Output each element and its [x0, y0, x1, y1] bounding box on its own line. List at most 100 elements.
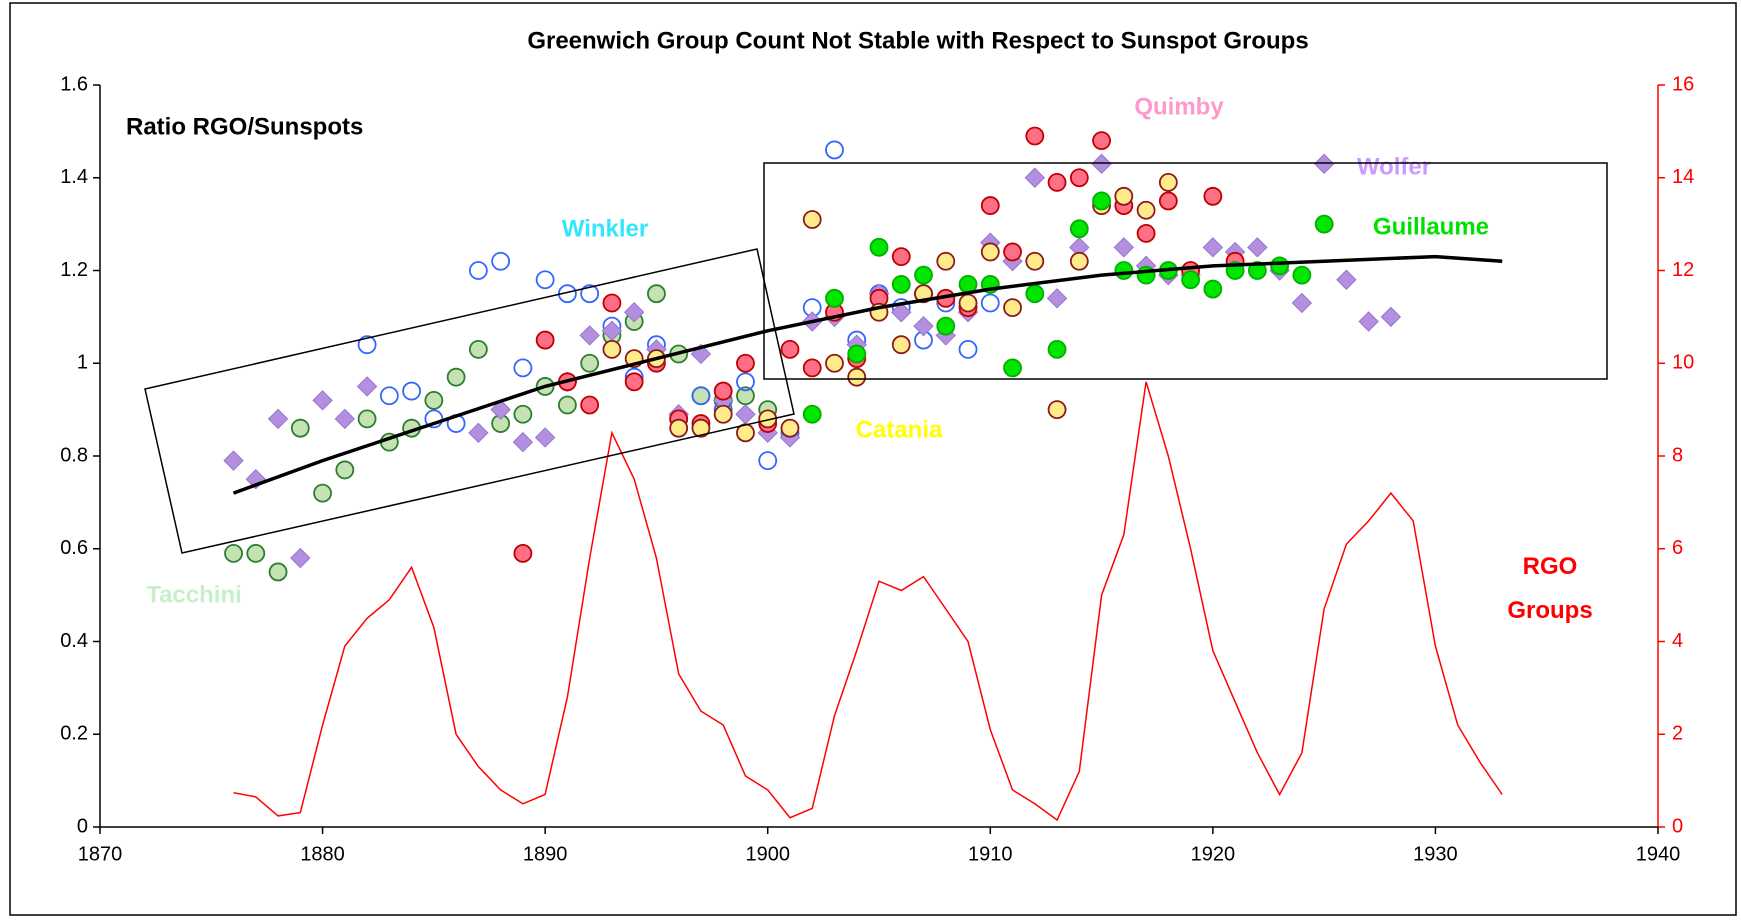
x-tick-label: 1920	[1191, 843, 1236, 865]
scatter-point	[1047, 400, 1067, 420]
scatter-point	[1047, 339, 1067, 359]
scatter-point	[602, 293, 622, 313]
scatter-point	[512, 431, 534, 453]
scatter-point	[780, 418, 800, 438]
scatter-point	[1336, 269, 1357, 290]
scatter-point	[580, 284, 600, 304]
scatter-point	[1046, 288, 1068, 309]
scatter-point	[1092, 131, 1111, 151]
series-label: Tacchini	[146, 581, 242, 608]
scatter-point	[558, 395, 577, 415]
scatter-point	[1203, 186, 1223, 206]
scatter-point	[758, 409, 778, 429]
scatter-point	[1047, 172, 1067, 192]
scatter-point	[1136, 200, 1156, 220]
scatter-point	[691, 386, 711, 406]
scatter-point	[825, 140, 844, 160]
scatter-point	[1158, 191, 1178, 211]
scatter-point	[290, 418, 310, 438]
y-tick-label: 1.6	[60, 73, 88, 95]
scatter-point	[1069, 219, 1089, 239]
annotation-box	[763, 162, 1608, 380]
scatter-point	[1024, 167, 1046, 188]
scatter-point	[980, 196, 1000, 215]
scatter-point	[1069, 251, 1089, 271]
scatter-point	[1203, 279, 1223, 299]
scatter-point	[1291, 292, 1313, 314]
series-label: Winkler	[562, 215, 648, 242]
scatter-point	[513, 358, 533, 378]
scatter-point	[1292, 265, 1312, 285]
scatter-point	[802, 358, 822, 378]
scatter-point	[891, 302, 912, 323]
scatter-point	[1202, 237, 1224, 258]
y2-tick-label: 2	[1672, 723, 1683, 745]
data-line	[233, 381, 1503, 822]
series-label: Wolfer	[1357, 153, 1431, 180]
annotation-box	[144, 248, 795, 554]
scatter-point	[891, 275, 911, 294]
y2-series-label: RGO Groups	[1507, 553, 1593, 624]
scatter-point	[802, 404, 822, 424]
scatter-point	[980, 242, 1000, 262]
x-tick-label: 1880	[300, 843, 345, 865]
scatter-point	[490, 399, 511, 420]
y2-tick-label: 10	[1672, 352, 1694, 374]
chart-frame	[9, 2, 1737, 916]
scatter-point	[958, 339, 978, 359]
y2-tick-label: 6	[1672, 537, 1683, 559]
scatter-point	[357, 409, 377, 429]
y-tick-label: 1.4	[60, 166, 88, 188]
scatter-point	[1003, 242, 1022, 262]
scatter-point	[624, 372, 644, 392]
scatter-point	[891, 335, 911, 355]
scatter-point	[736, 353, 755, 373]
scatter-point	[958, 293, 978, 313]
scatter-point	[534, 427, 556, 448]
scatter-point	[847, 367, 867, 387]
scatter-point	[1247, 261, 1267, 280]
scatter-point	[1181, 270, 1200, 290]
scatter-point	[290, 547, 311, 569]
scatter-point	[246, 543, 266, 563]
scatter-point	[1380, 306, 1402, 328]
scatter-point	[691, 418, 711, 438]
scatter-point	[335, 460, 355, 480]
scatter-point	[825, 288, 844, 308]
x-tick-label: 1910	[968, 843, 1013, 865]
scatter-point	[736, 372, 755, 392]
y2-tick-label: 12	[1672, 259, 1694, 281]
y2-tick-label: 16	[1672, 73, 1694, 95]
scatter-point	[713, 381, 733, 401]
series-label: Guillaume	[1373, 213, 1489, 240]
scatter-point	[357, 335, 377, 355]
scatter-point	[1158, 172, 1178, 192]
scatter-point	[313, 483, 332, 503]
scatter-point	[1314, 214, 1334, 234]
scatter-point	[1025, 284, 1045, 304]
scatter-point	[647, 284, 666, 304]
scatter-point	[334, 408, 356, 430]
scatter-point	[267, 408, 289, 430]
scatter-point	[580, 395, 600, 415]
scatter-point	[468, 422, 489, 444]
scatter-point	[1091, 153, 1112, 175]
scatter-point	[402, 381, 422, 401]
scatter-point	[1136, 223, 1156, 243]
scatter-point	[891, 247, 911, 266]
scatter-point	[1003, 358, 1022, 378]
scatter-point	[825, 353, 844, 373]
y2-tick-label: 0	[1672, 815, 1683, 837]
scatter-point	[1025, 126, 1045, 146]
chart-title: Greenwich Group Count Not Stable with Re…	[527, 27, 1308, 54]
scatter-point	[580, 353, 600, 373]
scatter-point	[1025, 251, 1045, 271]
scatter-point	[913, 315, 934, 337]
scatter-point	[356, 376, 378, 397]
scatter-point	[602, 339, 622, 359]
scatter-point	[468, 339, 488, 359]
scatter-point	[1003, 298, 1022, 318]
scatter-point	[802, 210, 822, 229]
x-tick-label: 1870	[78, 843, 123, 865]
